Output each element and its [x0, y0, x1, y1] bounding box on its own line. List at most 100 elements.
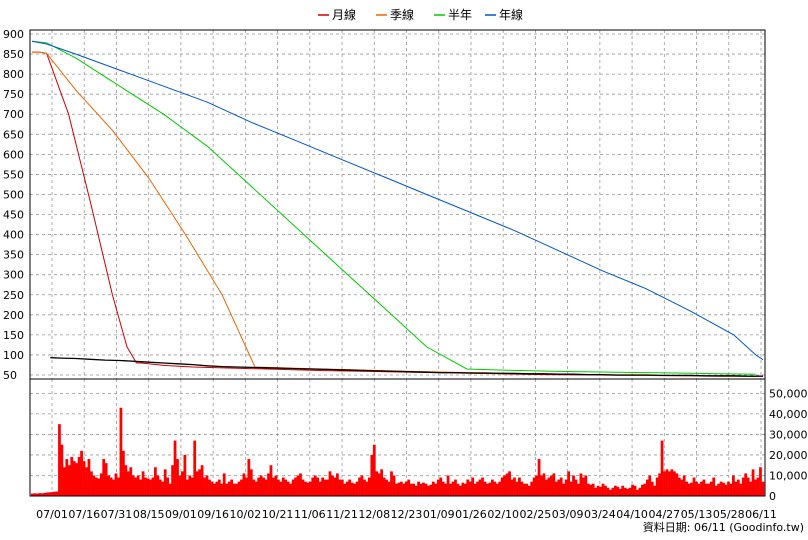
price-tick-label: 300	[3, 269, 24, 282]
volume-bar	[173, 440, 177, 496]
volume-bar	[636, 489, 639, 496]
volume-bar	[58, 424, 61, 496]
volume-bar	[294, 477, 297, 496]
volume-bar	[530, 481, 534, 496]
volume-bar	[163, 469, 167, 496]
volume-bar	[596, 485, 600, 496]
volume-bar	[458, 485, 462, 496]
volume-bar	[203, 477, 206, 496]
volume-bar	[126, 471, 130, 496]
volume-bar	[641, 484, 644, 496]
volume-bar	[702, 479, 706, 496]
price-tick-label: 350	[3, 249, 24, 262]
volume-bar	[237, 481, 241, 496]
volume-bar	[675, 473, 679, 496]
volume-bar	[257, 477, 261, 496]
volume-bar	[355, 481, 359, 496]
volume-bar	[343, 483, 347, 496]
volume-bar	[31, 493, 34, 496]
volume-bar	[247, 459, 251, 496]
volume-bar	[267, 473, 270, 496]
volume-bar	[178, 475, 182, 496]
volume-bar	[269, 465, 273, 496]
volume-bar	[579, 473, 583, 496]
volume-bar	[166, 477, 170, 496]
volume-bar	[650, 481, 654, 496]
volume-bar	[131, 475, 135, 496]
volume-bar	[153, 467, 157, 496]
volume-bar	[331, 475, 334, 496]
volume-bar	[522, 483, 526, 496]
volume-bar	[289, 483, 293, 496]
volume-bar	[161, 481, 165, 496]
volume-bar	[141, 471, 145, 496]
volume-bar	[648, 475, 652, 496]
volume-bar	[232, 483, 236, 496]
x-tick-label: 04/10	[616, 508, 648, 521]
price-tick-label: 400	[3, 229, 24, 242]
volume-bar	[245, 477, 248, 496]
volume-bar	[48, 492, 51, 496]
volume-bar	[208, 479, 211, 496]
volume-bar	[695, 481, 698, 496]
volume-bar	[653, 485, 657, 496]
volume-bar	[87, 459, 91, 496]
volume-bar	[399, 481, 403, 496]
volume-bar	[387, 481, 391, 496]
x-tick-label: 12/23	[391, 508, 423, 521]
x-tick-label: 06/11	[745, 508, 777, 521]
volume-bar	[284, 479, 288, 496]
volume-bar	[643, 483, 647, 496]
price-series-line	[31, 40, 764, 361]
volume-bar	[62, 467, 66, 496]
volume-bar	[353, 483, 356, 496]
volume-bar	[727, 481, 730, 496]
volume-bar	[45, 492, 49, 496]
volume-bar	[222, 473, 226, 496]
price-tick-label: 900	[3, 28, 24, 41]
volume-bar	[690, 482, 693, 496]
volume-bar	[176, 459, 179, 496]
legend-label: 年線	[499, 7, 523, 22]
volume-bar	[279, 481, 283, 496]
volume-y-ticks: 50,000 40,000 30,000 20,000 10,000 0	[769, 387, 808, 503]
volume-bar	[90, 471, 93, 496]
volume-bar	[99, 473, 103, 496]
volume-bar	[107, 475, 111, 496]
volume-bar	[370, 454, 374, 496]
volume-bar	[672, 471, 676, 496]
volume-bar	[264, 479, 268, 496]
price-tick-label: 850	[3, 48, 24, 61]
volume-bar	[372, 444, 376, 496]
volume-bar	[306, 482, 310, 496]
volume-bar	[112, 479, 115, 496]
volume-bar	[431, 481, 435, 496]
price-tick-label: 700	[3, 108, 24, 121]
volume-bar	[527, 485, 531, 496]
volume-bar	[80, 450, 83, 496]
volume-bar	[488, 482, 492, 496]
volume-bar	[638, 487, 642, 496]
volume-bars	[31, 407, 765, 496]
volume-bar	[193, 440, 197, 496]
volume-bar	[404, 481, 408, 496]
volume-bar	[759, 467, 762, 496]
volume-bar	[225, 483, 229, 496]
volume-bar	[562, 483, 566, 496]
volume-bar	[645, 479, 649, 496]
x-tick-label: 01/26	[455, 508, 487, 521]
volume-bar	[537, 459, 541, 496]
volume-bar	[85, 467, 88, 496]
volume-bar	[515, 481, 519, 496]
price-panel-frame	[29, 29, 766, 380]
volume-bar	[611, 487, 615, 496]
volume-bar	[198, 469, 202, 496]
volume-bar	[483, 481, 487, 496]
volume-bar	[323, 479, 327, 496]
volume-bar	[685, 481, 689, 496]
volume-bar	[274, 475, 278, 496]
volume-bar	[732, 475, 735, 496]
volume-bar	[508, 471, 511, 496]
volume-bar	[581, 477, 585, 496]
volume-bar	[122, 450, 125, 496]
